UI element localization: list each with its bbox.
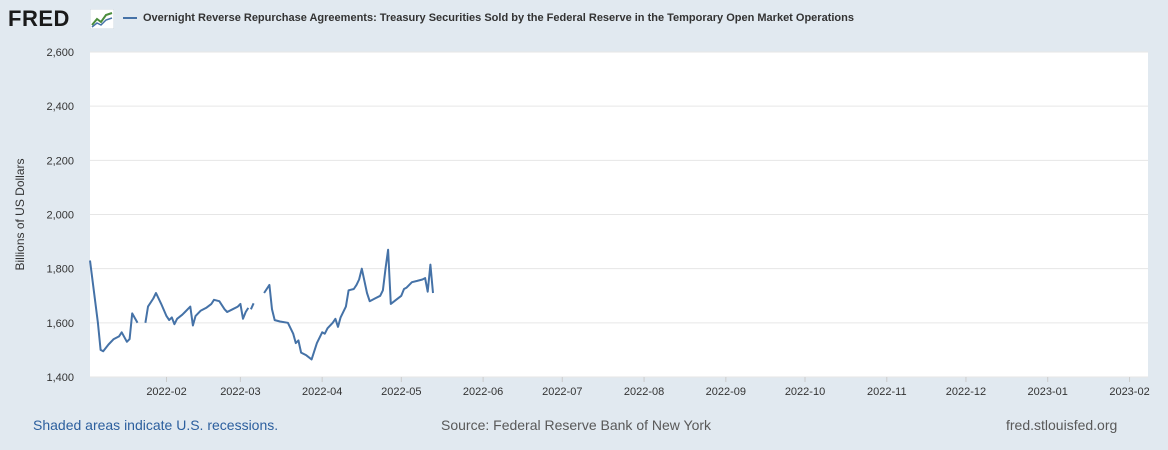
site-link[interactable]: fred.stlouisfed.org xyxy=(1006,417,1118,433)
chart-legend[interactable]: Overnight Reverse Repurchase Agreements:… xyxy=(123,12,854,24)
fred-logo[interactable]: FRED xyxy=(8,6,70,31)
series-line-segment[interactable] xyxy=(144,292,250,327)
x-tick-label: 2022-03 xyxy=(220,386,260,398)
x-tick-label: 2022-12 xyxy=(946,386,986,398)
x-tick-label: 2023-01 xyxy=(1028,386,1068,398)
y-tick-label: 2,000 xyxy=(46,210,74,222)
chart-footer: Shaded areas indicate U.S. recessions. S… xyxy=(0,412,1168,442)
y-axis-tick-labels: 1,400 1,600 1,800 2,000 2,200 2,400 2,600 xyxy=(46,47,74,384)
legend-swatch xyxy=(123,17,137,19)
y-tick-label: 2,200 xyxy=(46,155,74,167)
x-tick-label: 2022-11 xyxy=(867,386,907,398)
chart-header: FRED Overnight Reverse Repurchase Agreem… xyxy=(0,0,1168,38)
grid-lines xyxy=(90,51,1148,378)
y-tick-label: 1,400 xyxy=(46,372,74,384)
x-tick-label: 2022-05 xyxy=(381,386,421,398)
x-tick-label: 2022-07 xyxy=(542,386,582,398)
series-layer xyxy=(89,248,434,361)
y-tick-label: 2,600 xyxy=(46,47,74,59)
y-tick-label: 1,600 xyxy=(46,318,74,330)
y-tick-label: 2,400 xyxy=(46,101,74,113)
x-tick-label: 2022-02 xyxy=(146,386,186,398)
x-tick-label: 2022-09 xyxy=(706,386,746,398)
series-line-segment[interactable] xyxy=(263,248,434,361)
y-axis-label: Billions of US Dollars xyxy=(13,158,27,270)
line-chart[interactable]: 1,400 1,600 1,800 2,000 2,200 2,400 2,600 2022… xyxy=(0,38,1168,412)
series-line-segment[interactable] xyxy=(249,302,255,310)
x-tick-label: 2023-02 xyxy=(1109,386,1149,398)
line-chart-icon xyxy=(90,9,114,29)
series-title: Overnight Reverse Repurchase Agreements:… xyxy=(143,12,854,24)
x-axis-tick-labels: 2022-02 2022-03 2022-04 2022-05 2022-06 2022-… xyxy=(146,377,1150,398)
series-line-segment[interactable] xyxy=(89,260,139,353)
x-tick-label: 2022-06 xyxy=(463,386,503,398)
source-note: Source: Federal Reserve Bank of New York xyxy=(441,417,712,433)
x-tick-label: 2022-10 xyxy=(785,386,825,398)
y-tick-label: 1,800 xyxy=(46,264,74,276)
x-tick-label: 2022-08 xyxy=(624,386,664,398)
x-tick-label: 2022-04 xyxy=(302,386,342,398)
recession-note-link[interactable]: Shaded areas indicate U.S. recessions. xyxy=(33,417,279,433)
